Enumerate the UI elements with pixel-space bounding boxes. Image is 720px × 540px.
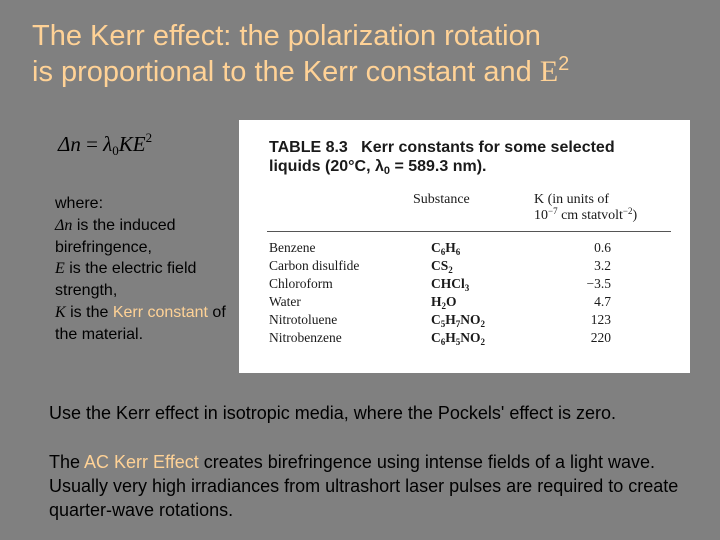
title-exponent: 2 [558,53,570,75]
substance-name: Chloroform [269,276,333,291]
definition-symbol: Δn [55,216,73,234]
table-row: Chloroform CHCl3 −3.5 [269,276,681,294]
para2-post: creates birefringence using intense fiel… [49,452,679,520]
table-caption-line-2: liquids (20°C, λ0 = 589.3 nm). [269,157,679,177]
where-definitions: where: Δn is the induced birefringence, … [55,193,230,346]
definition-e: E is the electric field strength, [55,258,230,302]
k-units-exp2: −2 [622,206,633,216]
ac-kerr-paragraph: The AC Kerr Effect creates birefringence… [49,450,709,522]
caption-sub: 0 [383,165,390,177]
ac-kerr-highlight: AC Kerr Effect [84,452,199,472]
definition-symbol: K [55,303,66,321]
definition-text: is the electric field strength, [55,260,197,300]
kerr-constants-table: TABLE 8.3 Kerr constants for some select… [239,120,690,373]
formula-lhs: Δn [58,132,81,156]
formula-lambda-sub: 0 [112,143,119,158]
k-units-base: 10 [534,208,548,223]
kerr-constant-highlight: Kerr constant [112,303,208,321]
caption-text-post: = 589.3 nm). [390,158,487,175]
table-body: Benzene C6H6 0.6 Carbon disulfide CS2 3.2 Chlo… [269,240,681,348]
kerr-value: 220 [590,330,611,345]
kerr-value: 3.2 [594,258,611,273]
column-header-substance: Substance [413,192,470,207]
substance-name: Water [269,294,301,309]
definition-text: is the [65,303,113,321]
substance-formula: C5H7NO2 [431,312,486,329]
isotropic-media-note: Use the Kerr effect in isotropic media, … [49,403,617,423]
formula-rhs-sup: 2 [145,130,153,145]
substance-name: Carbon disulfide [269,258,360,273]
definition-text-after: of the material. [55,303,226,343]
where-intro: where: [55,195,104,212]
caption-text: liquids (20°C, λ [269,158,384,175]
k-units-exp: −7 [548,206,558,216]
title-line-2-text: is proportional to the Kerr constant and [32,56,540,88]
substance-formula: H2O [431,294,457,311]
substance-name: Nitrobenzene [269,330,342,345]
table-row: Nitrotoluene C5H7NO2 123 [269,312,681,330]
table-row: Water H2O 4.7 [269,294,681,312]
kerr-value: −3.5 [586,276,612,291]
substance-formula: CS2 [431,258,453,275]
substance-name: Nitrotoluene [269,312,338,327]
kerr-value: 123 [590,312,611,327]
table-row: Nitrobenzene C6H5NO2 220 [269,330,681,348]
substance-name: Benzene [269,240,316,255]
substance-formula: C6H6 [431,240,461,257]
title-line-2: is proportional to the Kerr constant and… [32,54,712,90]
column-header-k-line-1: K (in units of [534,192,610,207]
table-row: Benzene C6H6 0.6 [269,240,681,258]
formula-equals: = [80,132,104,156]
formula-rhs: KE [118,132,146,156]
column-header-k-line-2: 10−7 cm statvolt−2) [534,206,684,224]
title-symbol-e: E [539,55,559,88]
definition-delta-n: Δn is the induced birefringence, [55,215,230,259]
k-units-mid: cm statvolt [557,208,623,223]
para2-pre: The [49,452,85,472]
kerr-value: 4.7 [594,294,611,309]
table-divider [267,231,671,232]
definition-text: is the induced birefringence, [55,216,176,256]
slide-title: The Kerr effect: the polarization rotati… [32,18,712,90]
column-header-k: K (in units of 10−7 cm statvolt−2) [534,192,684,224]
definition-symbol: E [55,260,65,278]
formula-lambda: λ [103,132,113,156]
substance-formula: CHCl3 [431,276,470,293]
k-units-close: ) [632,208,638,223]
kerr-formula: Δn = λ0KE2 [58,130,153,158]
title-line-1: The Kerr effect: the polarization rotati… [32,20,541,52]
table-caption-line-1: TABLE 8.3 Kerr constants for some select… [269,139,615,156]
kerr-value: 0.6 [594,240,611,255]
definition-k: K is the Kerr constant of the material. [55,302,230,346]
table-caption: TABLE 8.3 Kerr constants for some select… [269,138,679,177]
substance-formula: C6H5NO2 [431,330,486,347]
table-row: Carbon disulfide CS2 3.2 [269,258,681,276]
